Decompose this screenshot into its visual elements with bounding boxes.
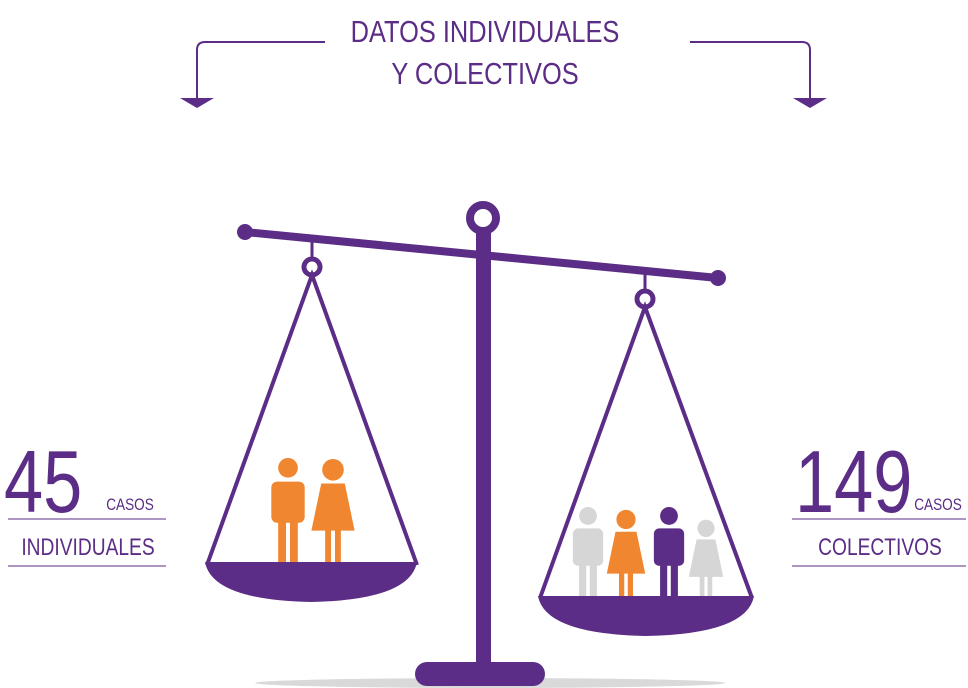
stat-label: COLECTIVOS — [818, 533, 942, 561]
title-line: DATOS INDIVIDUALES — [351, 15, 620, 50]
person — [573, 507, 603, 605]
stat-label: INDIVIDUALES — [21, 533, 154, 561]
pan — [205, 562, 417, 602]
stat-number: 149 — [795, 432, 912, 530]
stat-unit: CASOS — [914, 496, 962, 515]
person — [607, 510, 645, 605]
base — [415, 662, 545, 686]
person — [654, 507, 684, 605]
person — [271, 458, 304, 566]
stat-number: 45 — [4, 432, 82, 530]
person — [311, 459, 354, 566]
arrow-head — [180, 98, 214, 108]
pan — [538, 596, 754, 636]
person — [689, 520, 723, 605]
beam-end — [237, 224, 253, 240]
infographic: DATOS INDIVIDUALES Y COLECTIVOS 45 CASOS — [0, 0, 968, 688]
stat-unit: CASOS — [106, 496, 154, 515]
arrow-head — [793, 98, 827, 108]
title-line: Y COLECTIVOS — [391, 57, 578, 92]
beam-end — [710, 270, 726, 286]
